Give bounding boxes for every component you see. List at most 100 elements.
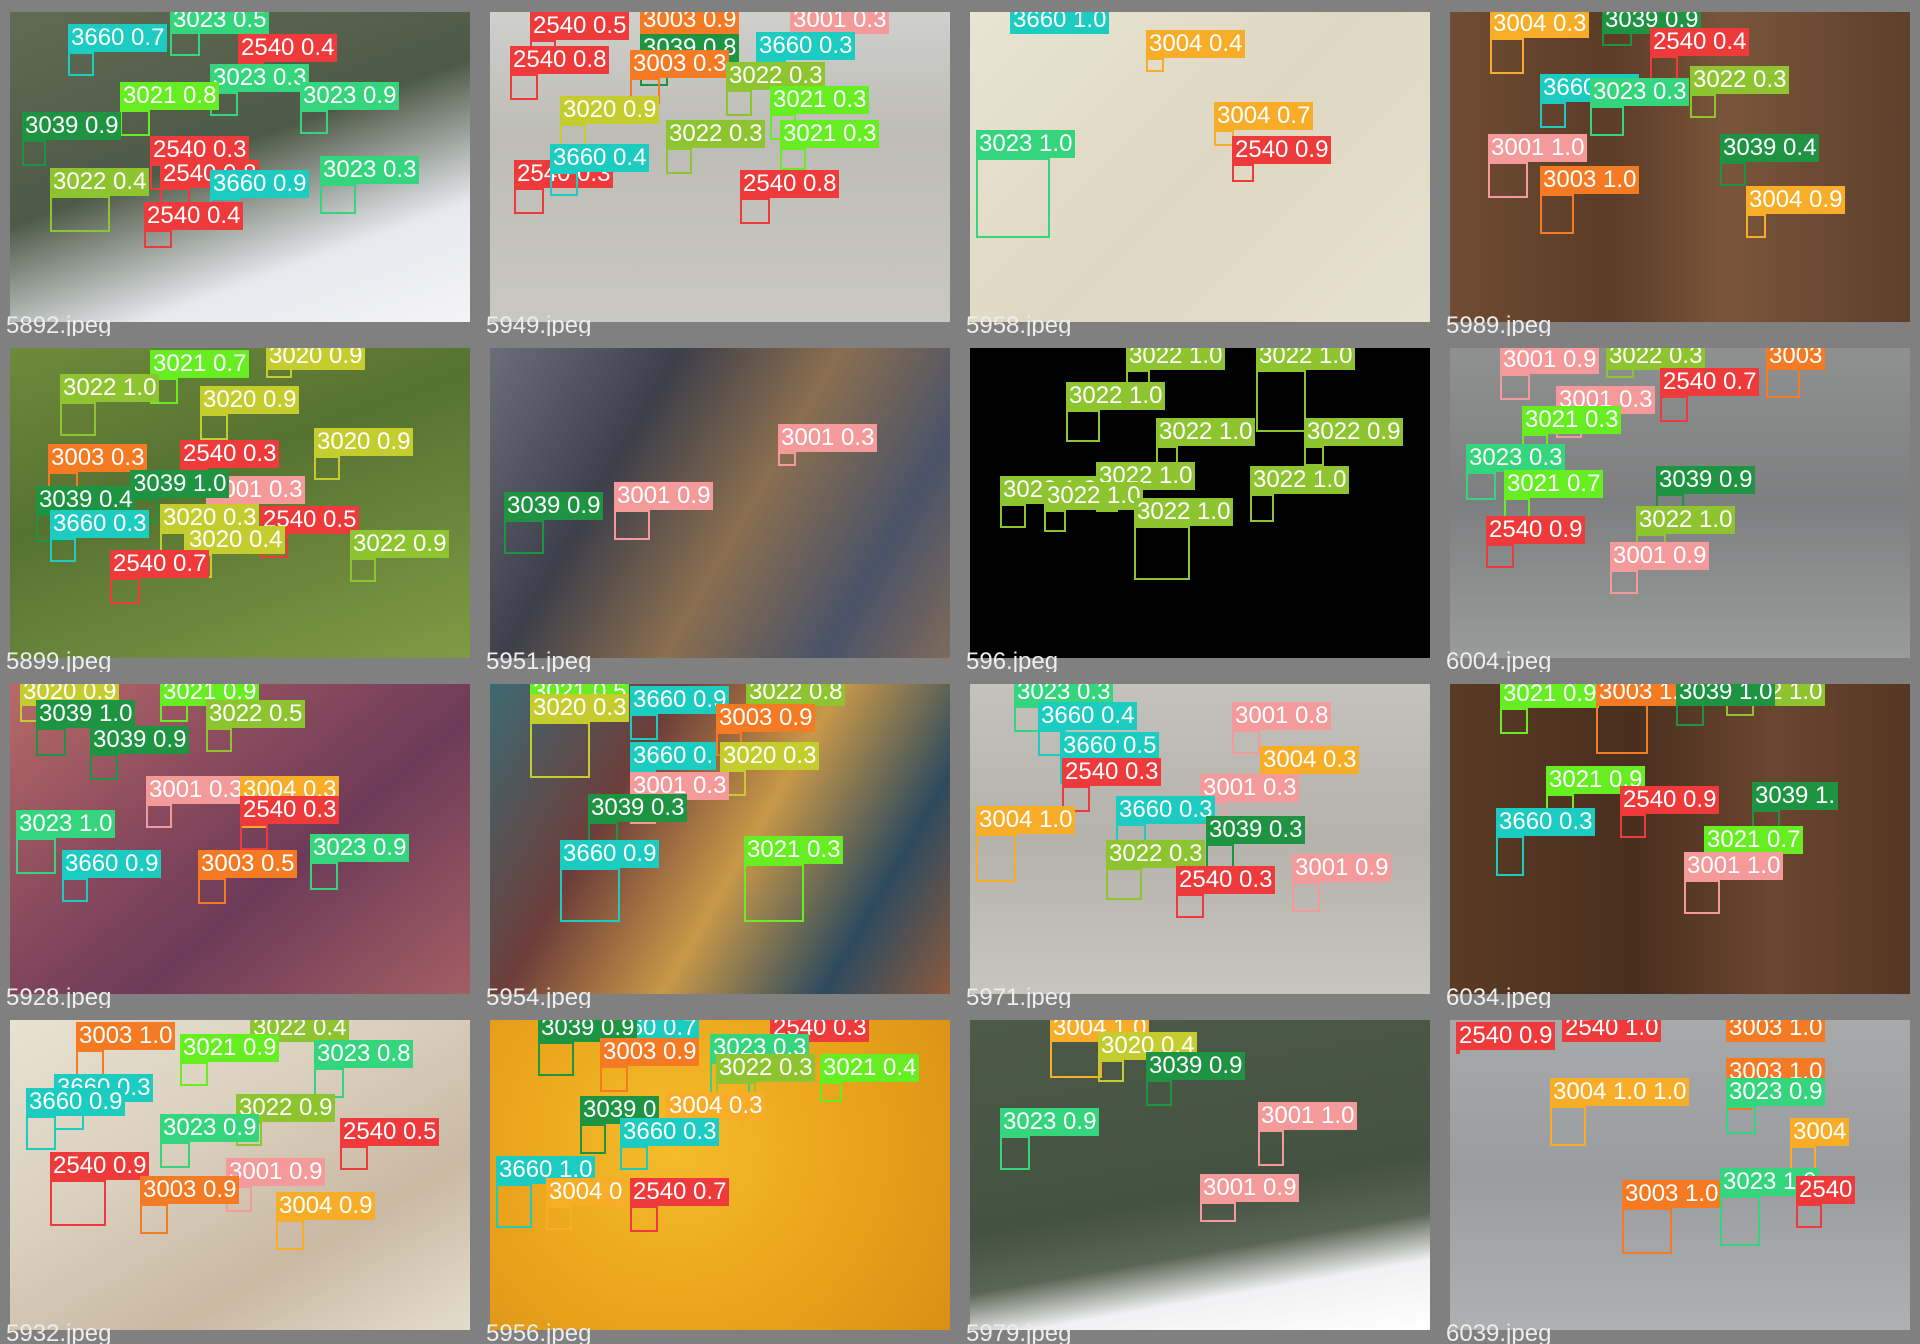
bounding-box [1176, 894, 1204, 918]
detection-label: 3001 0.3 [778, 424, 878, 452]
detection-label: 3039 0.9 [1146, 1052, 1246, 1080]
bounding-box [726, 90, 752, 116]
detection-label: 3022 1.0 [1250, 466, 1350, 494]
tile-filename: 5956.jpeg [486, 1320, 592, 1344]
mosaic-tile: 3020 0.9 3021 0.9 3039 1.0 3022 0.5 3039 0.9… [0, 672, 480, 1008]
detection-label: 3660 0.9 [210, 170, 310, 198]
bounding-box [550, 172, 578, 196]
detection-label: 3003 [1766, 348, 1826, 370]
detection-label: 3020 0.9 [314, 428, 414, 456]
detection-label: 3660 0.7 [68, 24, 168, 52]
detection-label: 3001 1.0 [1258, 1102, 1358, 1130]
bounding-box [1214, 130, 1234, 146]
detection-label: 3022 0.9 [1304, 418, 1404, 446]
bounding-box [1540, 102, 1566, 128]
bounding-box [744, 864, 804, 922]
detection-label: 3001 0.9 [226, 1158, 326, 1186]
bounding-box [740, 198, 770, 224]
mosaic-tile: 3660 1.0 3004 0.4 3004 0.7 2540 0.9 3023 1.0… [960, 0, 1440, 336]
detection-label: 3660 0.9 [26, 1088, 126, 1116]
bounding-box [200, 414, 228, 440]
bounding-box [1796, 1204, 1822, 1228]
bounding-box [1256, 370, 1306, 432]
detection-label: 2540 0.4 [144, 202, 244, 230]
detection-label: 3660 0.3 [1116, 796, 1216, 824]
tile-filename: 5989.jpeg [1446, 312, 1552, 336]
detection-label: 3022 1.0 [1134, 498, 1234, 526]
bounding-box [546, 1206, 572, 1230]
detection-label: 3023 0.9 [310, 834, 410, 862]
detection-label: 3001 0.9 [1200, 1174, 1300, 1202]
bounding-box [60, 402, 96, 436]
bounding-box [600, 1066, 628, 1092]
bounding-box [26, 1116, 56, 1150]
detection-label: 2540 0.5 [340, 1118, 440, 1146]
bounding-box [630, 714, 658, 740]
bounding-box [1232, 730, 1260, 754]
tile-photo: 3660 1.0 3004 0.4 3004 0.7 2540 0.9 3023 1.0 [970, 12, 1430, 322]
tile-filename: 5892.jpeg [6, 312, 112, 336]
detection-label: 3003 1.0 [1622, 1180, 1722, 1208]
detection-label: 3039 0.4 [36, 486, 136, 514]
bounding-box [504, 520, 544, 554]
bounding-box [560, 868, 620, 922]
detection-label: 3001 0.9 [1292, 854, 1392, 882]
mosaic-tile: 3001 0.3 3039 0.9 3001 0.9 5951.jpeg [480, 336, 960, 672]
tile-filename: 5928.jpeg [6, 984, 112, 1008]
detection-label: 3660 0.3 [1496, 808, 1596, 836]
tile-photo: 2540 0.5 3003 0.9 3001 0.3 3039 0.8 3660 0.3… [490, 12, 950, 322]
bounding-box [340, 1146, 368, 1170]
detection-label: 3023 0.3 [1014, 684, 1114, 706]
detection-label: 3022 1.0 [1156, 418, 1256, 446]
tile-filename: 5899.jpeg [6, 648, 112, 672]
detection-label: 3660 0.9 [630, 686, 730, 714]
detection-label: 2540 0.5 [530, 12, 630, 40]
bounding-box [1540, 194, 1574, 234]
tile-filename: 5958.jpeg [966, 312, 1072, 336]
detection-label: 3022 0.4 [50, 168, 150, 196]
detection-label: 3004 1.0 [976, 806, 1076, 834]
detection-label: 2540 0.3 [150, 136, 250, 164]
mosaic-tile: 3004 1.0 3020 0.4 3039 0.9 3023 0.9 3001 1.0… [960, 1008, 1440, 1344]
bounding-box [1720, 162, 1746, 186]
detection-label: 3021 0.4 [820, 1054, 920, 1082]
bounding-box [1066, 410, 1100, 442]
detection-label: 3021 0.7 [1504, 470, 1604, 498]
bounding-box [1496, 836, 1524, 876]
bounding-box [1200, 1202, 1236, 1222]
detection-label: 2540 0.3 [180, 440, 280, 468]
bounding-box [1466, 472, 1496, 500]
bounding-box [62, 878, 88, 902]
tile-photo: 3004 1.0 3020 0.4 3039 0.9 3023 0.9 3001 1.0… [970, 1020, 1430, 1330]
mosaic-tile: 2540 1.0 3003 1.0 2540 0.9 3003 1.0 3004 1.0… [1440, 1008, 1920, 1344]
mosaic-tile: 3023 0.3 3660 0.4 3001 0.8 3660 0.5 3004 0.3… [960, 672, 1440, 1008]
detection-label: 3004 0.4 [1146, 30, 1246, 58]
bounding-box [620, 1146, 648, 1170]
tile-photo: 2540 1.0 3003 1.0 2540 0.9 3003 1.0 3004 1.0… [1450, 1020, 1910, 1330]
detection-label: 3023 1.0 [16, 810, 116, 838]
detection-label: 3001 0.3 [146, 776, 246, 804]
detection-label: 3660 0.9 [62, 850, 162, 878]
bounding-box [1620, 814, 1646, 838]
bounding-box [1596, 700, 1648, 754]
bounding-box [300, 110, 328, 134]
detection-label: 2540 0.7 [1660, 368, 1760, 396]
bounding-box [206, 728, 232, 752]
detection-label: 2540 0.3 [240, 796, 340, 824]
detection-label: 3020 0.9 [560, 96, 660, 124]
tile-filename: 6004.jpeg [1446, 648, 1552, 672]
detection-label: 3001 1.0 [1488, 134, 1588, 162]
detection-label: 3039 1.0 [36, 700, 136, 728]
detection-label: 3022 1.0 [1044, 482, 1144, 510]
bounding-box [1050, 1036, 1102, 1078]
detection-label: 3003 0.9 [140, 1176, 240, 1204]
bounding-box [1486, 544, 1514, 568]
bounding-box [1500, 374, 1530, 400]
detection-label: 3021 0.3 [1522, 406, 1622, 434]
bounding-box [1590, 106, 1624, 136]
